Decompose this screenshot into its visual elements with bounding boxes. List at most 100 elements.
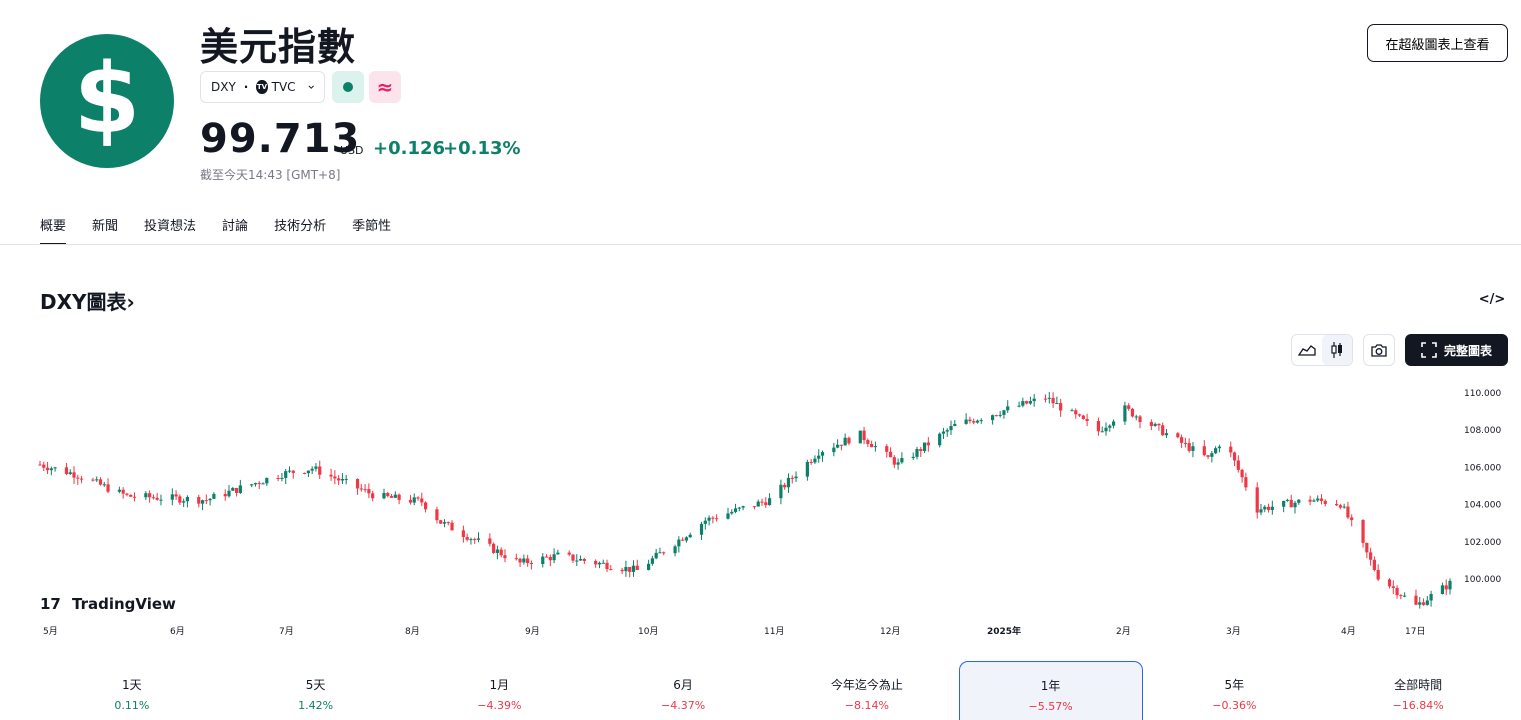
- candle-body: [382, 492, 386, 499]
- candle-body: [1085, 418, 1089, 421]
- candle-body: [355, 478, 360, 489]
- period-label: 今年迄今為止: [830, 678, 903, 692]
- candle-body: [647, 563, 651, 570]
- candle-body: [594, 560, 598, 565]
- candle-body: [662, 552, 666, 554]
- candle-body: [888, 451, 893, 458]
- candle-body: [76, 477, 80, 479]
- candle-body: [1319, 498, 1324, 501]
- period-label: 全部時間: [1394, 678, 1443, 692]
- candle-body: [1017, 405, 1021, 407]
- candle-body: [151, 497, 156, 499]
- candle-body: [200, 500, 205, 504]
- candle-body: [541, 556, 545, 565]
- period-button[interactable]: 6月 −4.37%: [591, 661, 775, 720]
- tradingview-watermark: 17 TradingView: [40, 595, 176, 613]
- candle-body: [1187, 443, 1191, 451]
- candle-body: [38, 464, 42, 466]
- candle-body: [1429, 594, 1433, 601]
- candle-body: [870, 443, 874, 448]
- view-on-supercharts-button[interactable]: 在超級圖表上查看: [1367, 24, 1508, 62]
- price-chart[interactable]: 110.000 108.000 106.000 104.000 102.000 100.0…: [0, 380, 1521, 645]
- candle-body: [1266, 506, 1271, 510]
- candle-body: [544, 556, 549, 558]
- candle-body: [306, 470, 310, 474]
- period-button[interactable]: 1月 −4.39%: [408, 661, 592, 720]
- candle-body: [926, 442, 930, 446]
- candle-body: [764, 502, 768, 506]
- candle-body: [276, 478, 280, 480]
- candle-body: [1285, 499, 1290, 501]
- tab-0[interactable]: 概要: [40, 215, 67, 245]
- candle-body: [1130, 408, 1135, 417]
- candle-body: [79, 478, 84, 480]
- snapshot-camera-icon[interactable]: [1363, 334, 1395, 366]
- candle-body: [953, 423, 957, 426]
- candle-body: [681, 539, 685, 541]
- tab-4[interactable]: 技術分析: [274, 219, 327, 234]
- candle-body: [1127, 405, 1131, 409]
- candle-body: [1032, 398, 1036, 402]
- period-button[interactable]: 5天 1.42%: [224, 661, 408, 720]
- candle-body: [1236, 460, 1240, 470]
- tab-1[interactable]: 新聞: [92, 219, 119, 234]
- period-button[interactable]: 1天 0.11%: [40, 661, 224, 720]
- candle-body: [212, 493, 216, 499]
- candle-body: [1176, 433, 1180, 438]
- candlestick-chart-icon[interactable]: [1322, 335, 1352, 365]
- candle-body: [862, 430, 866, 441]
- tab-3[interactable]: 討論: [222, 219, 249, 234]
- period-button[interactable]: 1年 −5.57%: [958, 661, 1143, 720]
- candle-body: [707, 517, 711, 521]
- area-chart-icon[interactable]: [1292, 335, 1322, 365]
- candle-body: [1104, 427, 1108, 432]
- period-change: −0.36%: [1212, 699, 1257, 712]
- candle-body: [631, 565, 636, 572]
- period-label: 5年: [1224, 678, 1245, 692]
- chart-title-link[interactable]: DXY圖表›: [40, 286, 135, 315]
- candle-body: [91, 479, 95, 481]
- candle-body: [522, 558, 526, 563]
- candle-body: [1425, 600, 1429, 605]
- candle-body: [1183, 442, 1187, 444]
- candle-body: [922, 442, 927, 452]
- period-button[interactable]: 全部時間 −16.84%: [1326, 661, 1510, 720]
- candle-body: [805, 461, 809, 477]
- candle-body: [998, 414, 1002, 416]
- period-change: −4.39%: [477, 699, 522, 712]
- tab-5[interactable]: 季節性: [352, 219, 392, 234]
- embed-code-icon[interactable]: </>: [1478, 291, 1506, 307]
- candle-body: [1391, 586, 1395, 588]
- candle-body: [919, 449, 923, 452]
- candle-body: [98, 479, 103, 485]
- full-chart-button[interactable]: 完整圖表: [1405, 334, 1508, 366]
- x-axis-tick: 2月: [1116, 626, 1131, 637]
- candle-body: [1047, 397, 1051, 399]
- y-axis-tick: 108.000: [1464, 426, 1501, 436]
- candle-body: [442, 522, 447, 524]
- candle-body: [318, 466, 322, 475]
- candle-body: [303, 472, 307, 474]
- symbol-selector[interactable]: DXY · TV TVC: [200, 71, 325, 103]
- candle-body: [197, 497, 201, 504]
- candle-body: [866, 440, 870, 444]
- candle-body: [1232, 452, 1237, 461]
- candle-body: [843, 437, 847, 446]
- wave-icon[interactable]: ≈: [369, 71, 401, 103]
- candle-body: [359, 488, 363, 490]
- candle-body: [1418, 602, 1422, 605]
- candle-body: [284, 471, 288, 478]
- candle-body: [223, 493, 227, 497]
- x-axis-tick: 11月: [764, 626, 784, 637]
- x-axis-tick: 4月: [1341, 626, 1356, 637]
- candle-body: [836, 444, 840, 448]
- market-status-icon[interactable]: [332, 71, 364, 103]
- period-button[interactable]: 5年 −0.36%: [1143, 661, 1327, 720]
- separator: ·: [243, 80, 249, 94]
- candle-body: [597, 562, 602, 565]
- svg-text:TradingView: TradingView: [72, 595, 176, 613]
- period-button[interactable]: 今年迄今為止 −8.14%: [775, 661, 959, 720]
- candle-body: [257, 483, 261, 485]
- x-axis-tick: 6月: [170, 626, 185, 637]
- tab-2[interactable]: 投資想法: [144, 219, 197, 234]
